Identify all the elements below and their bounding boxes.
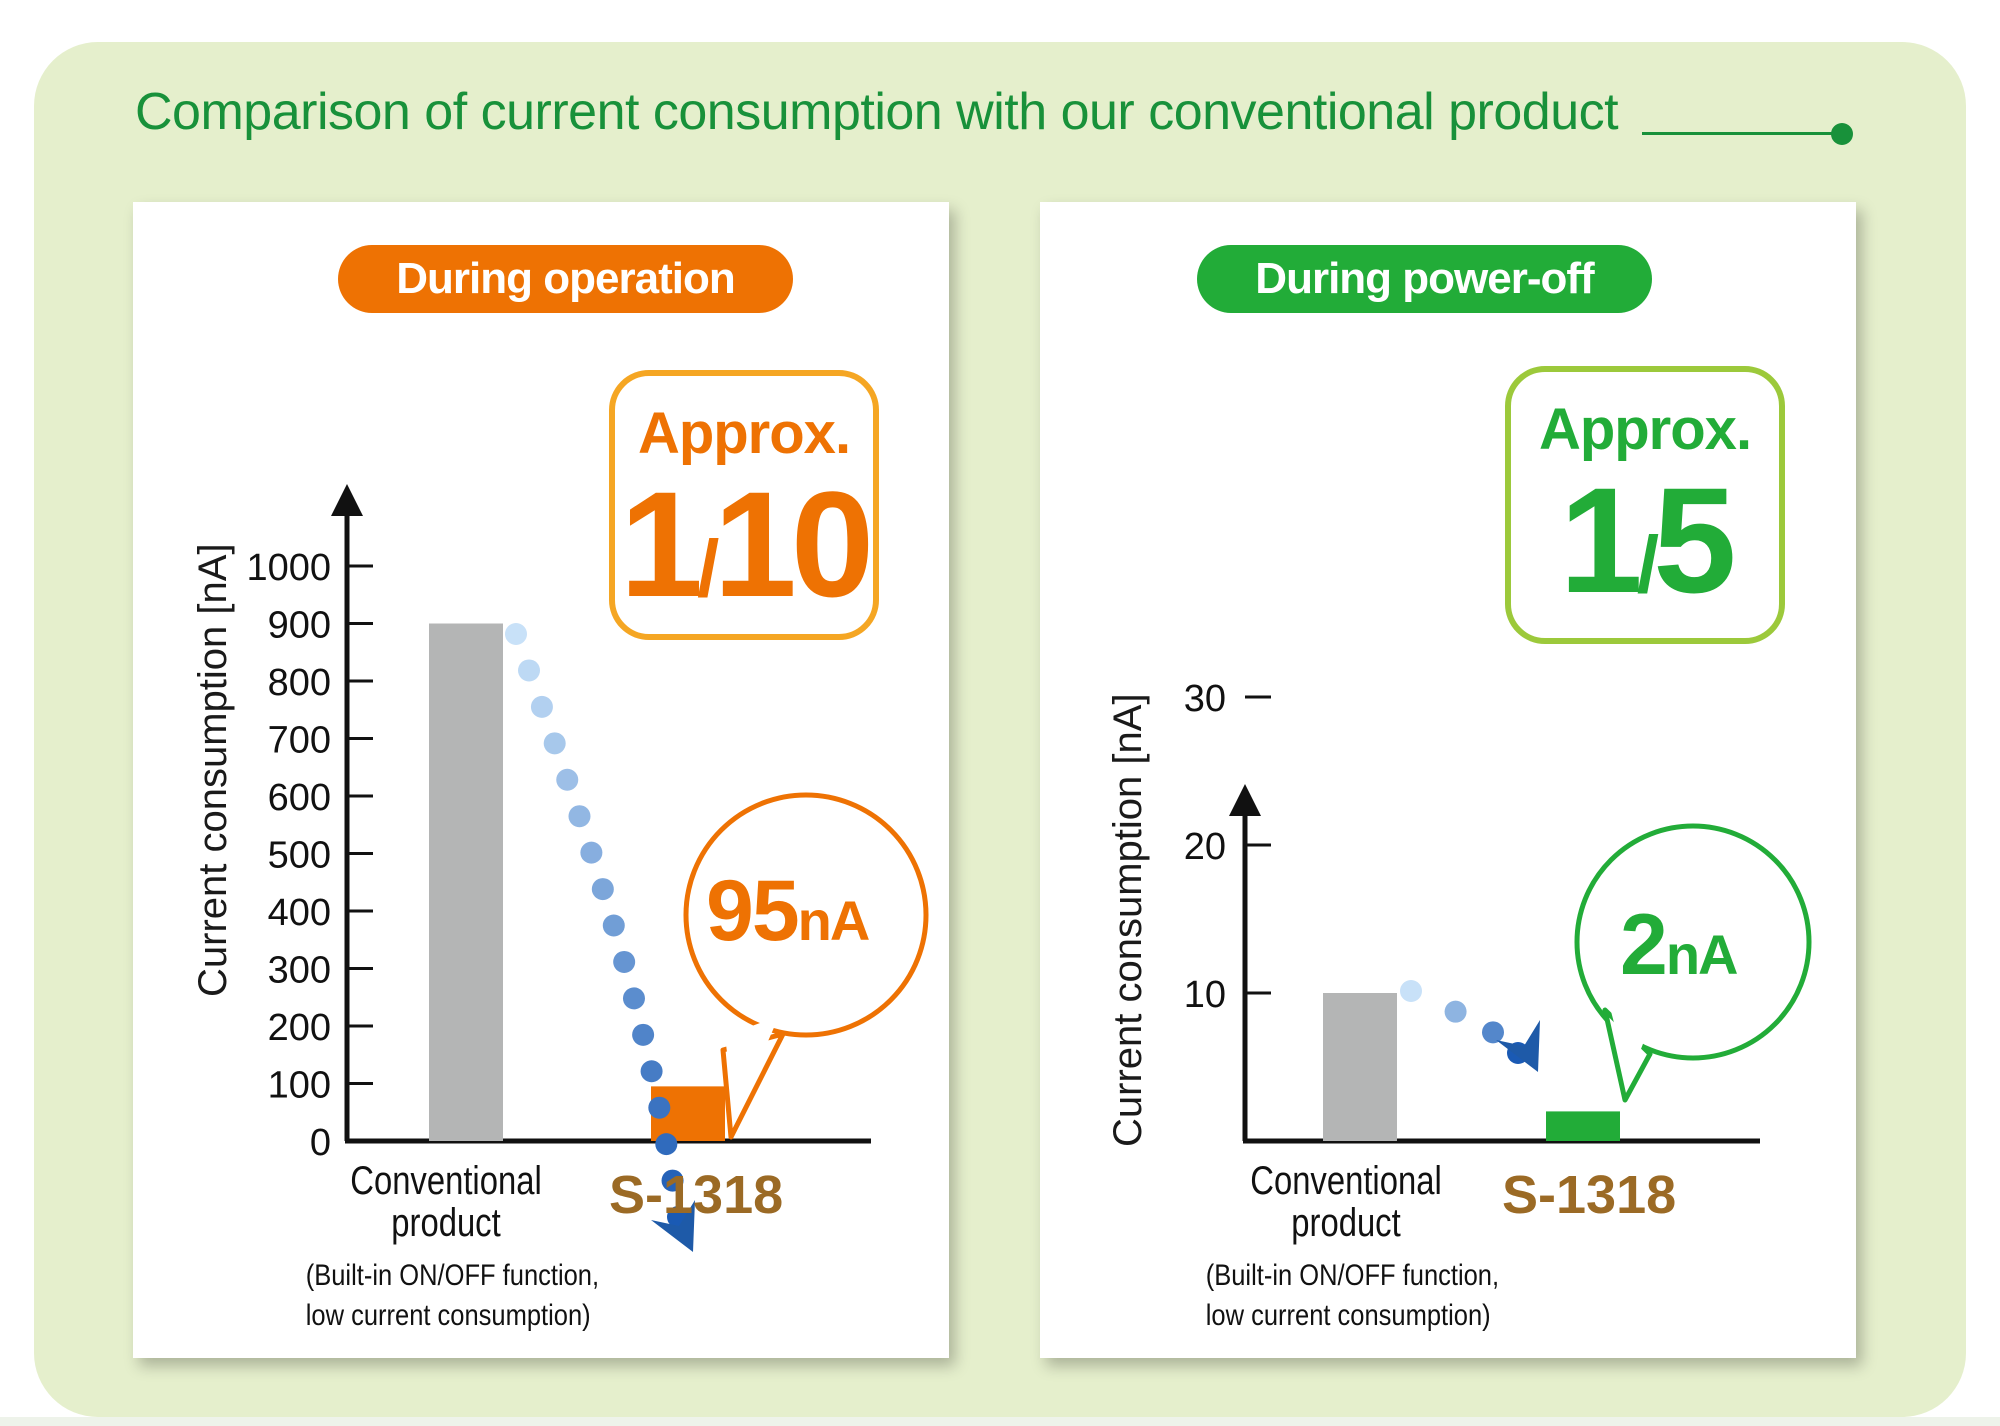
y-tick-label: 10: [1184, 974, 1226, 1016]
trend-dot: [568, 805, 591, 828]
page-title: Comparison of current consumption with o…: [135, 83, 1619, 141]
y-tick-label: 600: [268, 777, 331, 819]
trend-dot: [580, 841, 603, 864]
speech-bubble-tail-mask: [1607, 996, 1646, 1080]
speech-bubble-tail-mask: [725, 1016, 779, 1117]
y-tick-label: 0: [310, 1122, 331, 1164]
y-tick-label: 400: [268, 892, 331, 934]
trend-arrowhead: [1496, 1020, 1540, 1072]
header-rule: [1642, 132, 1842, 135]
category-label-s1318: S-1318: [1502, 1165, 1677, 1225]
bar-conventional: [1323, 993, 1397, 1141]
trend-dot: [613, 950, 636, 973]
y-axis-arrow: [331, 484, 363, 516]
bubble-value-power-off: 2nA: [1620, 897, 1738, 993]
bar-s1318: [1546, 1111, 1620, 1141]
y-tick-label: 300: [268, 950, 331, 992]
speech-bubble: [1574, 823, 1812, 1061]
ratio-value: 1/5: [1559, 456, 1736, 624]
ratio-box-power-off: Approx. 1/5: [1505, 366, 1785, 644]
trend-dot: [591, 878, 614, 901]
trend-dot: [1444, 1000, 1467, 1023]
bubble-value-operation: 95nA: [706, 863, 870, 959]
trend-dot: [1400, 980, 1422, 1002]
y-tick-label: 20: [1184, 826, 1226, 868]
speech-bubble: [683, 792, 929, 1038]
chart-panel-operation: During operation Approx. 1/10 0 100 200 300…: [133, 202, 949, 1358]
y-tick-label: 800: [268, 662, 331, 704]
y-tick-label: 900: [268, 605, 331, 647]
trend-dot: [640, 1060, 663, 1083]
trend-dot: [556, 768, 579, 791]
trend-dot: [655, 1133, 678, 1156]
trend-dot: [602, 914, 625, 937]
trend-dot: [1481, 1021, 1504, 1044]
trend-dot: [543, 732, 566, 755]
trend-dot: [632, 1023, 655, 1046]
ratio-approx-label: Approx.: [637, 401, 851, 466]
y-axis-arrow: [1229, 784, 1261, 816]
trend-dot: [661, 1169, 684, 1192]
trend-arrowhead: [651, 1200, 695, 1252]
trend-dot: [622, 987, 645, 1010]
y-tick-label: 100: [268, 1065, 331, 1107]
y-axis-label: Current consumption [nA]: [191, 543, 235, 997]
trend-dot: [648, 1096, 671, 1119]
chart-canvas-operation: 0 100 200 300 400 500 600 700 800 900 1000: [246, 484, 929, 1252]
y-tick-label: 1000: [246, 547, 331, 589]
y-axis-label: Current consumption [nA]: [1106, 693, 1150, 1147]
pill-during-operation: During operation: [338, 245, 793, 313]
category-label-s1318: S-1318: [609, 1165, 784, 1225]
pill-during-power-off: During power-off: [1197, 245, 1652, 313]
trend-dot: [505, 623, 527, 645]
y-tick-label: 700: [268, 720, 331, 762]
ratio-box-operation: Approx. 1/10: [609, 370, 879, 640]
y-tick-label: 200: [268, 1007, 331, 1049]
chart-canvas-power-off: 10 20 30: [1184, 678, 1812, 1144]
trend-dot: [530, 695, 553, 718]
category-label-conventional: Conventional product (Built-in ON/OFF fu…: [305, 1159, 600, 1332]
ratio-value: 1/10: [619, 460, 875, 628]
ratio-approx-label: Approx.: [1538, 397, 1752, 462]
y-tick-label: 30: [1184, 678, 1226, 720]
bar-conventional: [429, 623, 503, 1141]
header-rule-dot: [1831, 123, 1853, 145]
trend-dot: [518, 659, 541, 682]
chart-panel-power-off: During power-off Approx. 1/5 10 20 30 2nA …: [1040, 202, 1856, 1358]
y-tick-label: 500: [268, 835, 331, 877]
bottom-divider: [0, 1417, 2000, 1426]
category-label-conventional: Conventional product (Built-in ON/OFF fu…: [1205, 1159, 1500, 1332]
